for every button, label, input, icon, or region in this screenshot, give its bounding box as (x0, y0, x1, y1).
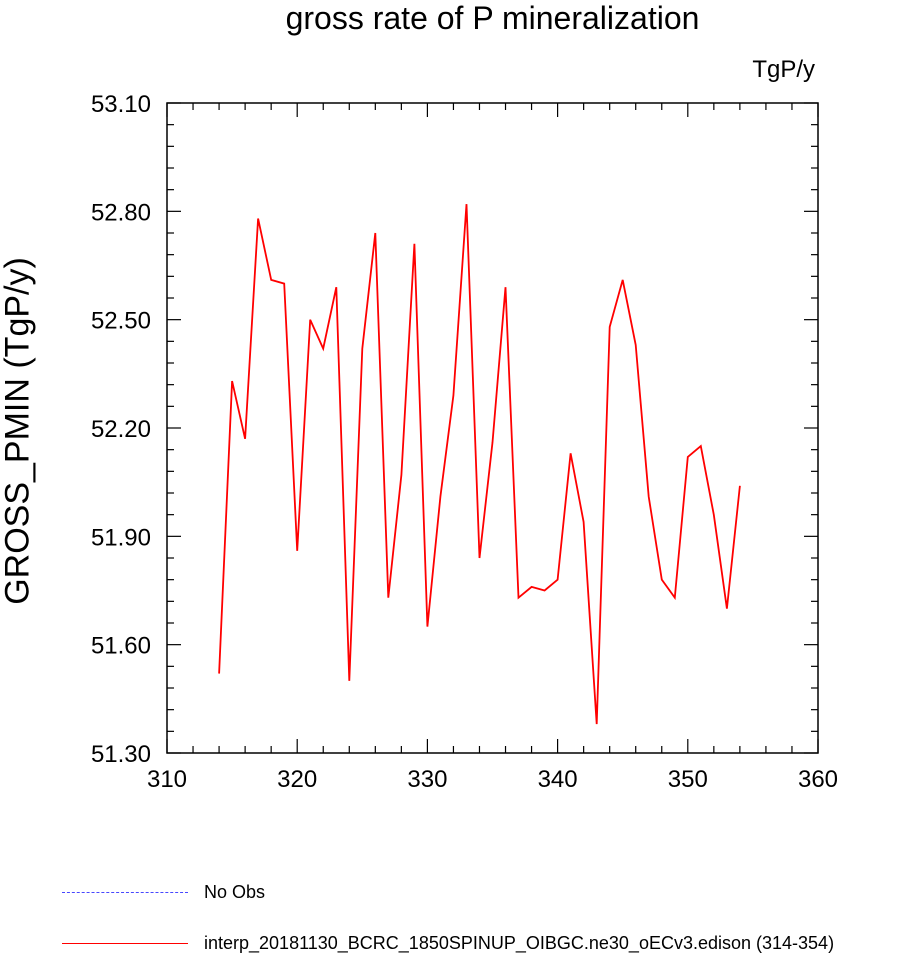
legend-item-no-obs: No Obs (62, 880, 265, 904)
series-line (218, 204, 741, 725)
x-tick-label: 340 (538, 766, 578, 793)
legend-solid-swatch (62, 942, 188, 944)
x-tick-label: 320 (277, 766, 317, 793)
y-tick-label: 52.20 (91, 416, 151, 443)
x-tick-label: 350 (668, 766, 708, 793)
chart-title: gross rate of P mineralization (285, 0, 700, 36)
y-tick-label: 51.30 (91, 741, 151, 768)
units-label: TgP/y (752, 56, 815, 83)
legend-item-model: interp_20181130_BCRC_1850SPINUP_OIBGC.ne… (62, 931, 834, 955)
legend-label-model: interp_20181130_BCRC_1850SPINUP_OIBGC.ne… (204, 932, 835, 953)
x-tick-label: 360 (798, 766, 838, 793)
x-tick-label: 310 (147, 766, 187, 793)
x-tick-label: 330 (407, 766, 447, 793)
legend-label-no-obs: No Obs (204, 881, 266, 902)
plot-frame (166, 102, 819, 754)
y-tick-label: 52.50 (91, 308, 151, 335)
legend-dashed-swatch (62, 891, 188, 893)
y-tick-label: 52.80 (91, 199, 151, 226)
y-tick-label: 53.10 (91, 91, 151, 118)
y-tick-label: 51.90 (91, 524, 151, 551)
y-tick-label: 51.60 (91, 633, 151, 660)
